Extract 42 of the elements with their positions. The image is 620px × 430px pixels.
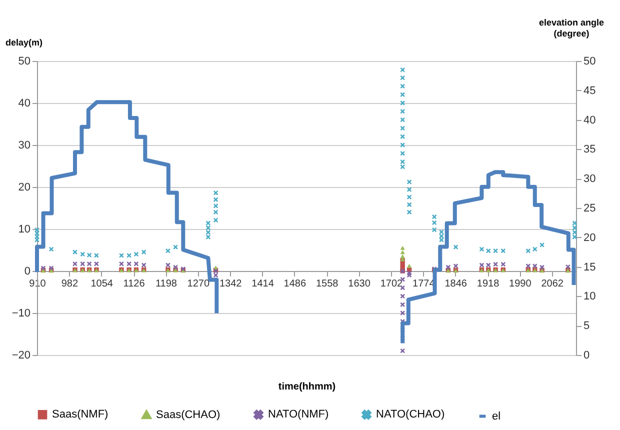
y-tick-label: −10 [12, 308, 30, 320]
x-tick-label: 1558 [316, 278, 339, 290]
y2-tick-label: 30 [584, 173, 596, 186]
legend-label: NATO(NMF) [268, 408, 329, 421]
x-tick-label: 2062 [541, 278, 564, 290]
legend-label: Saas(CHAO) [156, 408, 220, 421]
x-tick-label: 1990 [509, 278, 532, 290]
y2-tick-label: 45 [584, 84, 596, 97]
x-tick-label: 1342 [219, 278, 242, 290]
x-tick-label: 982 [61, 278, 78, 290]
x-tick-label: 1702 [380, 278, 404, 290]
y2-tick-label: 25 [584, 202, 596, 214]
y-tick-label: 10 [18, 224, 30, 236]
y-tick-label: 50 [18, 56, 30, 68]
y-tick-label: 20 [18, 182, 30, 194]
y2-tick-label: 50 [584, 56, 596, 68]
x-tick-label: 1126 [123, 278, 146, 290]
x-tick-label: 1414 [252, 278, 274, 290]
legend-label: Saas(NMF) [52, 408, 108, 421]
y-tick-label: −20 [12, 350, 30, 362]
legend-label: el [492, 410, 501, 422]
y2-tick-label: 20 [584, 232, 596, 244]
y-tick-label: 0 [24, 266, 30, 278]
y2-tick-label: 35 [584, 144, 596, 156]
y-tick-label: 40 [18, 98, 30, 110]
y2-tick-label: 0 [584, 350, 590, 362]
y-tick-label: 30 [18, 140, 30, 152]
y2-tick-label: 10 [584, 290, 596, 303]
y2-axis-title: elevation angle (degree) [538, 18, 604, 38]
x-tick-label: 1054 [90, 278, 114, 290]
y2-tick-label: 15 [584, 261, 596, 274]
x-tick-label: 1198 [155, 278, 178, 290]
x-tick-label: 1630 [348, 278, 371, 290]
x-tick-label: 1486 [284, 278, 306, 290]
x-axis-title: time(hhmm) [278, 382, 336, 392]
x-tick-label: 1846 [444, 278, 468, 290]
legend-label: NATO(CHAO) [376, 408, 445, 421]
y-axis-title: delay(m) [6, 38, 43, 48]
x-tick-label: 1918 [476, 278, 500, 290]
y2-tick-label: 40 [584, 114, 596, 126]
y2-tick-label: 5 [584, 320, 590, 332]
x-tick-label: 1270 [187, 278, 210, 290]
